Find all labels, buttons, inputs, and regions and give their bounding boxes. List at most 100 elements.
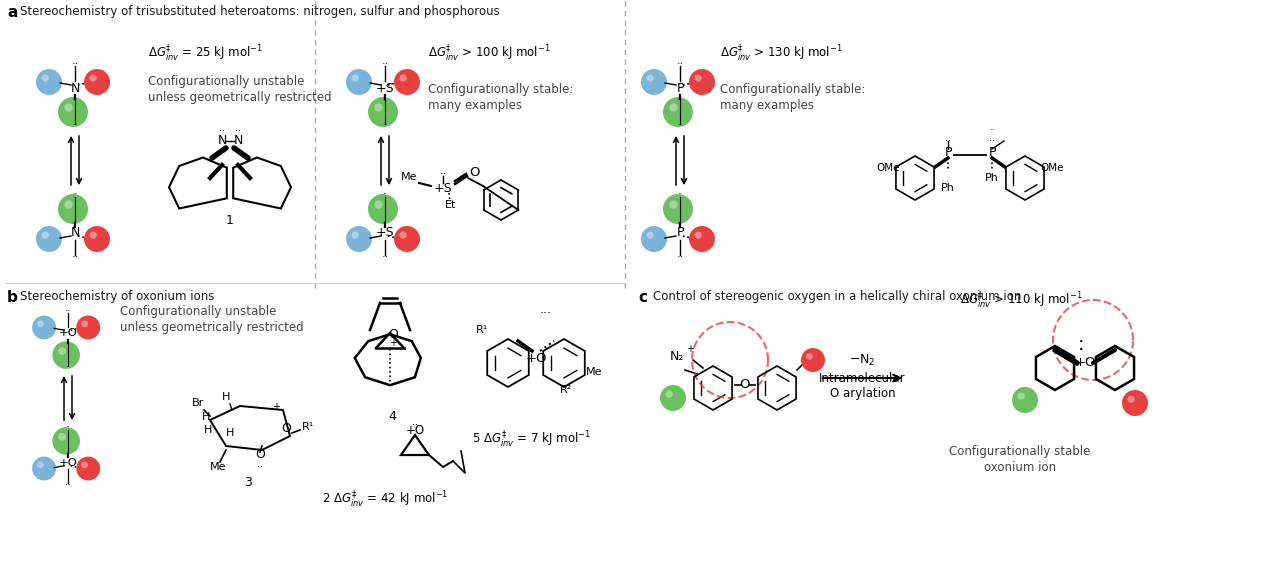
Circle shape xyxy=(669,103,677,112)
Text: N: N xyxy=(70,81,79,95)
Text: Me: Me xyxy=(586,367,603,377)
Text: +O: +O xyxy=(59,458,77,468)
Text: R²: R² xyxy=(559,385,572,395)
Text: OMe: OMe xyxy=(1041,163,1064,173)
Text: N: N xyxy=(218,135,227,147)
Circle shape xyxy=(84,69,110,95)
Text: a: a xyxy=(6,5,18,20)
Text: ··: ·· xyxy=(236,126,241,136)
Text: N: N xyxy=(70,226,79,240)
Text: R¹: R¹ xyxy=(476,325,488,335)
Text: O: O xyxy=(388,328,398,341)
Circle shape xyxy=(90,74,97,82)
Circle shape xyxy=(369,97,398,127)
Circle shape xyxy=(641,69,667,95)
Circle shape xyxy=(399,74,407,82)
Circle shape xyxy=(352,231,358,239)
Text: $\Delta G^{\ddagger}_{inv}$ > 130 kJ mol$^{-1}$: $\Delta G^{\ddagger}_{inv}$ > 130 kJ mol… xyxy=(719,42,842,64)
Text: O: O xyxy=(255,448,265,461)
Text: Me: Me xyxy=(210,462,227,472)
Circle shape xyxy=(52,342,79,369)
Circle shape xyxy=(1123,390,1148,416)
Circle shape xyxy=(58,97,88,127)
Text: Stereochemistry of trisubstituted heteroatoms: nitrogen, sulfur and phosphorous: Stereochemistry of trisubstituted hetero… xyxy=(20,5,499,18)
Text: ··: ·· xyxy=(73,190,78,199)
Text: ··: ·· xyxy=(412,420,419,430)
Text: Br: Br xyxy=(192,398,204,408)
Text: H: H xyxy=(204,425,212,435)
Circle shape xyxy=(58,433,65,441)
Text: O: O xyxy=(740,379,750,391)
Text: ··: ·· xyxy=(72,252,78,262)
Circle shape xyxy=(52,427,79,455)
Circle shape xyxy=(801,348,826,372)
Text: +O: +O xyxy=(406,424,425,437)
Text: ··: ·· xyxy=(989,136,995,146)
Circle shape xyxy=(1012,387,1038,413)
Circle shape xyxy=(346,69,372,95)
Circle shape xyxy=(394,69,420,95)
Circle shape xyxy=(77,457,100,481)
Text: +O: +O xyxy=(525,351,547,364)
Circle shape xyxy=(660,385,686,411)
Text: ··: ·· xyxy=(676,252,684,262)
Text: ··: ·· xyxy=(383,190,388,199)
Circle shape xyxy=(41,231,49,239)
Text: +S: +S xyxy=(434,182,452,194)
Text: P: P xyxy=(945,147,952,159)
Text: R¹: R¹ xyxy=(302,422,314,432)
Circle shape xyxy=(352,74,358,82)
Text: Ph: Ph xyxy=(986,173,998,183)
Text: Configurationally stable:: Configurationally stable: xyxy=(719,83,865,96)
Text: ··: ·· xyxy=(677,190,682,199)
Text: N: N xyxy=(233,135,243,147)
Circle shape xyxy=(369,194,398,224)
Text: OMe: OMe xyxy=(877,163,900,173)
Circle shape xyxy=(64,103,73,112)
Circle shape xyxy=(82,462,88,468)
Circle shape xyxy=(663,97,692,127)
Text: Et: Et xyxy=(445,200,457,210)
Text: Configurationally unstable: Configurationally unstable xyxy=(148,75,305,88)
Text: Me: Me xyxy=(401,172,417,182)
Circle shape xyxy=(58,194,88,224)
Circle shape xyxy=(36,226,61,252)
Text: 4: 4 xyxy=(388,410,396,423)
Text: P: P xyxy=(988,147,996,159)
Text: ··: ·· xyxy=(65,363,70,372)
Text: P: P xyxy=(676,226,684,240)
Circle shape xyxy=(663,194,692,224)
Text: ··: ·· xyxy=(439,169,447,179)
Text: Control of stereogenic oxygen in a helically chiral oxonium ion: Control of stereogenic oxygen in a helic… xyxy=(653,290,1021,303)
Text: ··: ·· xyxy=(381,59,389,69)
Circle shape xyxy=(41,74,49,82)
Circle shape xyxy=(669,201,677,209)
Circle shape xyxy=(374,103,383,112)
Text: ··: ·· xyxy=(257,462,262,472)
Text: b: b xyxy=(6,290,18,305)
Text: ··: ·· xyxy=(65,480,72,490)
Circle shape xyxy=(82,320,88,327)
Circle shape xyxy=(32,457,56,481)
Text: ··: ·· xyxy=(65,306,72,316)
Circle shape xyxy=(695,231,701,239)
Text: 3: 3 xyxy=(244,476,252,489)
Text: H: H xyxy=(225,428,234,438)
Text: 2 $\Delta G^{\ddagger}_{inv}$ = 42 kJ mol$^{-1}$: 2 $\Delta G^{\ddagger}_{inv}$ = 42 kJ mo… xyxy=(321,488,448,509)
Text: c: c xyxy=(637,290,646,305)
Circle shape xyxy=(646,231,654,239)
Text: $\Delta G^{\ddagger}_{inv}$ > 110 kJ mol$^{-1}$: $\Delta G^{\ddagger}_{inv}$ > 110 kJ mol… xyxy=(960,289,1083,311)
Text: 1: 1 xyxy=(227,214,234,227)
Text: H: H xyxy=(202,412,210,422)
Text: Stereochemistry of oxonium ions: Stereochemistry of oxonium ions xyxy=(20,290,214,303)
Text: P: P xyxy=(676,81,684,95)
Circle shape xyxy=(37,462,44,468)
Text: +: + xyxy=(273,402,280,412)
Text: O: O xyxy=(282,422,291,435)
Circle shape xyxy=(689,226,716,252)
Text: +O: +O xyxy=(59,328,77,338)
Circle shape xyxy=(90,231,97,239)
Text: Intramolecular: Intramolecular xyxy=(819,371,906,384)
Text: unless geometrically restricted: unless geometrically restricted xyxy=(120,321,303,334)
Text: Configurationally unstable: Configurationally unstable xyxy=(120,305,276,318)
